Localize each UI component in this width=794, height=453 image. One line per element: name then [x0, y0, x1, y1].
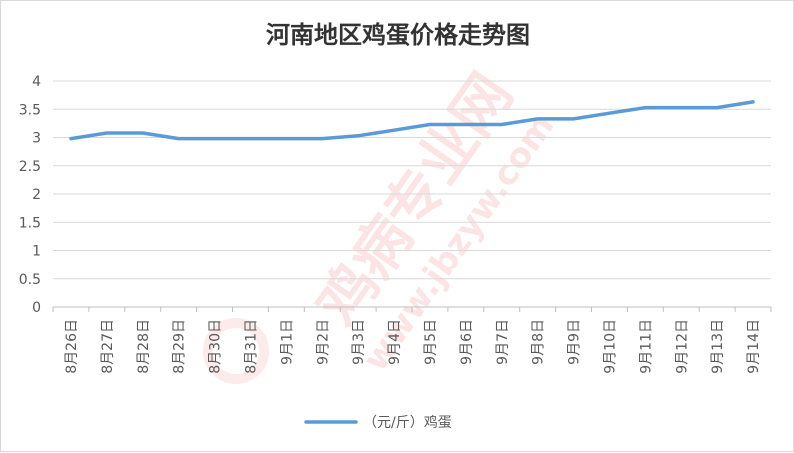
x-tick-label: 8月28日: [136, 319, 152, 374]
x-tick-label: 8月27日: [100, 319, 116, 374]
legend: （元/斤）鸡蛋: [306, 414, 452, 431]
y-tick-label: 3: [32, 131, 41, 147]
y-tick-label: 1: [32, 244, 41, 260]
y-tick-label: 4: [32, 74, 41, 90]
x-tick-label: 9月13日: [710, 319, 726, 374]
x-tick-label: 9月11日: [638, 319, 654, 374]
x-tick-label: 9月6日: [459, 319, 475, 365]
x-tick-label: 9月12日: [674, 319, 690, 374]
x-tick-label: 9月8日: [531, 319, 547, 365]
series-line: [71, 102, 753, 139]
x-tick-label: 8月30日: [208, 319, 224, 374]
y-tick-label: 0: [32, 300, 41, 316]
x-tick-label: 8月31日: [243, 319, 259, 374]
x-tick-label: 9月3日: [351, 319, 367, 365]
x-tick-label: 9月5日: [423, 319, 439, 365]
y-tick-label: 3.5: [19, 102, 41, 118]
x-tick-label: 9月2日: [315, 319, 331, 365]
series-layer: [71, 102, 753, 139]
x-tick-label: 9月4日: [387, 319, 403, 365]
x-tick-label: 9月14日: [746, 319, 762, 374]
x-tick-label: 9月1日: [279, 319, 295, 365]
x-tick-label: 9月9日: [567, 319, 583, 365]
x-tick-label: 8月26日: [64, 319, 80, 374]
legend-label: （元/斤）鸡蛋: [363, 414, 452, 431]
x-tick-label: 9月7日: [495, 319, 511, 365]
y-tick-label: 2.5: [19, 159, 41, 175]
x-tick-label: 9月10日: [602, 319, 618, 374]
x-tick-label: 8月29日: [172, 319, 188, 374]
y-tick-label: 0.5: [19, 272, 41, 288]
y-tick-label: 2: [32, 187, 41, 203]
y-tick-label: 1.5: [19, 215, 41, 231]
